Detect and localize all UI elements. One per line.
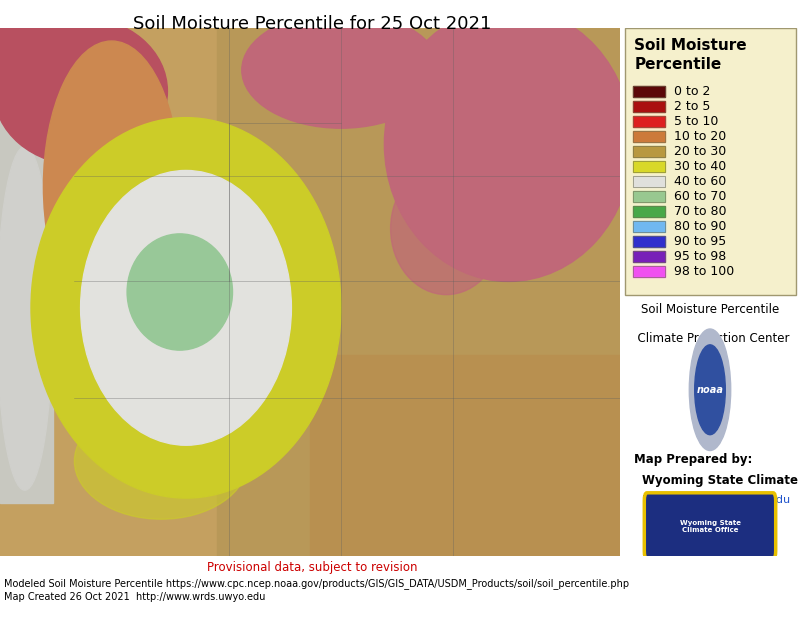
Bar — [633, 86, 665, 96]
Bar — [633, 116, 665, 127]
Ellipse shape — [81, 171, 291, 445]
Ellipse shape — [31, 117, 341, 498]
Bar — [633, 221, 665, 232]
Circle shape — [694, 345, 726, 434]
Text: 60 to 70: 60 to 70 — [674, 190, 726, 203]
Text: 90 to 95: 90 to 95 — [674, 235, 726, 248]
Text: noaa: noaa — [697, 385, 723, 395]
Ellipse shape — [0, 146, 53, 490]
Bar — [633, 161, 665, 172]
Text: Climate Prediction Center: Climate Prediction Center — [630, 332, 790, 345]
Bar — [633, 131, 665, 142]
Text: Wyoming State Climate Office: Wyoming State Climate Office — [642, 474, 800, 488]
Bar — [633, 191, 665, 202]
Text: 80 to 90: 80 to 90 — [674, 220, 726, 233]
Ellipse shape — [74, 403, 248, 519]
Text: Soil Moisture Percentile: Soil Moisture Percentile — [641, 303, 779, 316]
Bar — [633, 86, 665, 96]
Text: 40 to 60: 40 to 60 — [674, 175, 726, 188]
Bar — [633, 176, 665, 187]
Bar — [633, 206, 665, 217]
Bar — [633, 161, 665, 172]
Ellipse shape — [127, 234, 233, 350]
Ellipse shape — [390, 163, 502, 295]
Bar — [633, 176, 665, 187]
Text: 2 to 5: 2 to 5 — [674, 99, 710, 112]
Text: Soil Moisture
Percentile: Soil Moisture Percentile — [634, 38, 747, 72]
Bar — [633, 146, 665, 157]
Ellipse shape — [0, 7, 118, 123]
Text: Provisional data, subject to revision: Provisional data, subject to revision — [206, 561, 418, 574]
Bar — [633, 191, 665, 202]
Bar — [0, 54, 53, 503]
Text: 95 to 98: 95 to 98 — [674, 250, 726, 263]
FancyBboxPatch shape — [644, 493, 776, 559]
Text: 5 to 10: 5 to 10 — [674, 115, 718, 128]
Text: http://www.wrds.uwyo.edu: http://www.wrds.uwyo.edu — [642, 496, 790, 506]
Bar — [633, 236, 665, 247]
Bar — [633, 131, 665, 142]
Bar — [633, 206, 665, 217]
Bar — [633, 101, 665, 112]
Bar — [633, 236, 665, 247]
Text: Map Prepared by:: Map Prepared by: — [634, 453, 753, 466]
Text: 70 to 80: 70 to 80 — [674, 205, 726, 218]
Bar — [633, 116, 665, 127]
Bar — [633, 146, 665, 157]
Text: 98 to 100: 98 to 100 — [674, 265, 734, 278]
Ellipse shape — [384, 7, 632, 281]
Bar — [310, 355, 620, 556]
Text: Soil Moisture Percentile for 25 Oct 2021: Soil Moisture Percentile for 25 Oct 2021 — [133, 15, 491, 33]
Bar — [633, 101, 665, 112]
Bar — [633, 252, 665, 262]
Text: 0 to 2: 0 to 2 — [674, 85, 710, 98]
Bar — [633, 266, 665, 277]
Text: Modeled Soil Moisture Percentile https://www.cpc.ncep.noaa.gov/products/GIS/GIS_: Modeled Soil Moisture Percentile https:/… — [4, 578, 629, 589]
Ellipse shape — [43, 41, 180, 332]
Ellipse shape — [0, 17, 167, 165]
Text: Wyoming State
Climate Office: Wyoming State Climate Office — [679, 520, 741, 533]
Text: 10 to 20: 10 to 20 — [674, 130, 726, 143]
Bar — [633, 266, 665, 277]
Ellipse shape — [242, 12, 440, 128]
Bar — [217, 28, 620, 556]
Text: 20 to 30: 20 to 30 — [674, 145, 726, 158]
Text: Map Created 26 Oct 2021  http://www.wrds.uwyo.edu: Map Created 26 Oct 2021 http://www.wrds.… — [4, 592, 266, 602]
Circle shape — [690, 329, 730, 451]
Bar — [633, 252, 665, 262]
FancyBboxPatch shape — [625, 28, 795, 295]
Bar — [633, 221, 665, 232]
Text: 30 to 40: 30 to 40 — [674, 160, 726, 173]
